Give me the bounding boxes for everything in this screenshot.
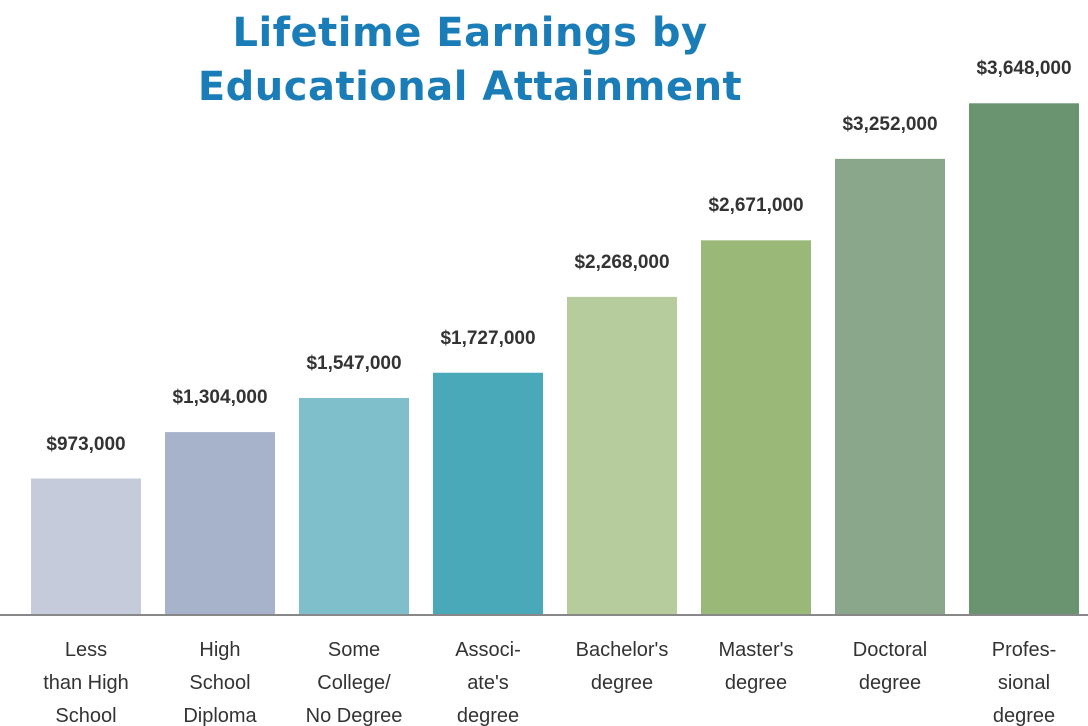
x-tick-label: Master's degree [718,639,794,694]
bar [969,103,1079,615]
x-tick-label: Bachelor's degree [575,639,669,694]
bar [299,398,409,615]
value-label: $973,000 [46,433,126,455]
chart-title: Lifetime Earnings by Educational Attainm… [197,10,743,110]
bar [701,240,811,615]
value-label: $1,304,000 [172,387,268,409]
x-tick-label: Profes- sional degree [991,639,1057,726]
x-tick-label: High School Diploma [183,639,257,726]
value-label: $1,727,000 [440,327,536,349]
bar [567,296,677,615]
bar [31,478,141,615]
value-label: $3,648,000 [976,58,1072,80]
bar [165,432,275,615]
x-tick-label: Some College/ No Degree [305,639,403,726]
value-label: $2,268,000 [574,251,670,273]
bar [433,372,543,615]
x-tick-label: Less than High School [43,639,129,726]
bar [835,158,945,616]
value-label: $2,671,000 [708,195,804,217]
x-tick-label: Doctoral degree [852,639,928,694]
x-tick-label: Associ- ate's degree [455,639,521,726]
value-label: $1,547,000 [306,353,402,374]
value-label: $3,252,000 [842,113,938,135]
